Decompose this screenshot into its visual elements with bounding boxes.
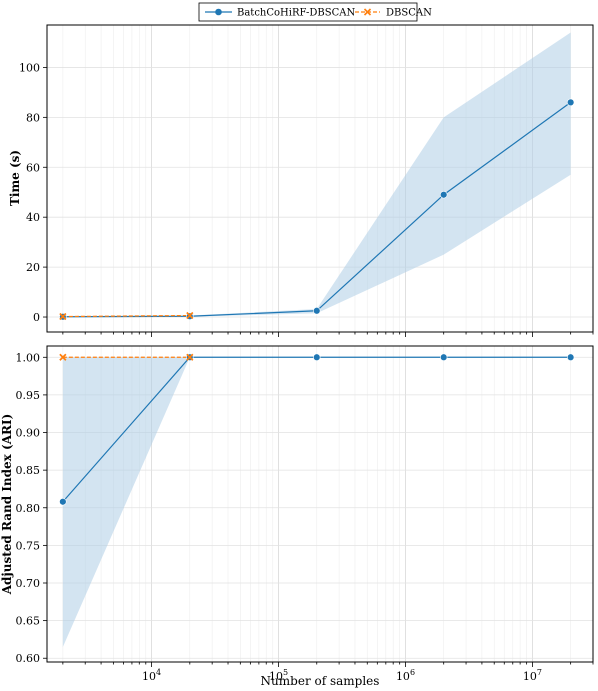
legend-marker-circle	[215, 8, 222, 16]
y-tick-label: 0.70	[16, 577, 41, 590]
y-tick-label: 1.00	[16, 351, 41, 364]
point-batchcohirf	[566, 98, 575, 107]
y-tick-label: 0.60	[16, 652, 41, 665]
time-plot-frame	[46, 24, 594, 333]
ari-x-ticks: 104 105 106 107	[62, 662, 594, 683]
point-batchcohirf	[59, 498, 67, 506]
y-tick-label: 0.90	[16, 427, 41, 440]
ari-y-axis-title: Adjusted Rand Index (ARI)	[0, 414, 14, 596]
point-batchcohirf	[566, 353, 575, 361]
y-tick-label: 0.65	[16, 615, 41, 628]
x-tick-label: 107	[523, 668, 542, 683]
time-y-axis-title: Time (s)	[8, 150, 22, 206]
ari-plot-frame	[46, 345, 594, 663]
y-tick-label: 0.85	[16, 464, 41, 477]
confidence-band	[62, 357, 571, 647]
time-y-ticks: 0 20 40 60 80 100	[19, 61, 47, 324]
x-tick-label: 105	[269, 668, 288, 683]
ari-panel: 0.60 0.65 0.70 0.75 0.80 0.85 0.90 0.95 1.00 104…	[0, 345, 594, 688]
y-tick-label: 0.75	[16, 539, 41, 552]
time-band-batchcohirf	[62, 32, 571, 318]
legend-label-dbscan: DBSCAN	[386, 8, 432, 19]
series-line-dbscan	[62, 314, 190, 318]
point-dbscan	[186, 353, 194, 361]
point-dbscan	[186, 311, 194, 320]
y-tick-label: 40	[26, 211, 40, 224]
y-tick-label: 20	[26, 261, 40, 274]
legend-marker-x	[363, 8, 372, 16]
legend: BatchCoHiRF-DBSCAN DBSCAN	[198, 2, 432, 22]
ari-band-batchcohirf	[62, 357, 571, 647]
ari-y-ticks: 0.60 0.65 0.70 0.75 0.80 0.85 0.90 0.95 1.00	[16, 351, 47, 665]
ari-markers	[59, 353, 575, 506]
y-tick-label: 100	[19, 61, 40, 74]
point-dbscan	[59, 312, 67, 321]
confidence-band	[62, 32, 571, 318]
time-markers	[59, 98, 575, 321]
point-batchcohirf	[313, 307, 321, 315]
y-tick-label: 80	[26, 111, 40, 124]
y-tick-label: 0	[33, 311, 40, 324]
point-batchcohirf	[439, 191, 448, 199]
legend-box	[198, 2, 418, 22]
time-panel: 0 20 40 60 80 100 Time (s)	[8, 24, 594, 337]
legend-item-dbscan: DBSCAN	[355, 8, 432, 19]
y-tick-label: 60	[26, 161, 40, 174]
legend-label-batchcohirf: BatchCoHiRF-DBSCAN	[237, 8, 355, 19]
x-tick-label: 106	[396, 668, 415, 683]
point-batchcohirf	[439, 353, 448, 361]
point-dbscan	[59, 353, 67, 361]
x-axis-title: Number of samples	[261, 674, 380, 688]
x-tick-label: 104	[142, 668, 161, 683]
point-batchcohirf	[313, 353, 321, 361]
time-x-ticks	[62, 332, 594, 337]
y-tick-label: 0.80	[16, 502, 41, 515]
legend-item-batchcohirf: BatchCoHiRF-DBSCAN	[205, 8, 355, 19]
y-tick-label: 0.95	[16, 389, 41, 402]
